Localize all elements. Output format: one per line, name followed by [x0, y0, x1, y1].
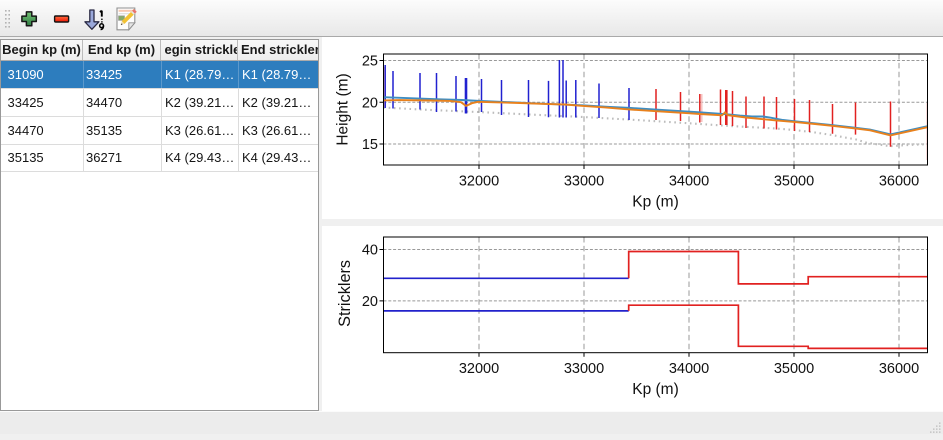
svg-text:32000: 32000	[459, 174, 499, 190]
svg-text:36000: 36000	[879, 174, 919, 190]
svg-text:35000: 35000	[774, 361, 814, 377]
svg-text:33000: 33000	[564, 174, 604, 190]
svg-text:25: 25	[362, 54, 378, 70]
svg-text:34000: 34000	[669, 361, 709, 377]
svg-text:15: 15	[362, 137, 378, 153]
svg-text:Stricklers: Stricklers	[336, 260, 354, 327]
svg-text:Kp (m): Kp (m)	[632, 381, 679, 398]
svg-text:36000: 36000	[879, 361, 919, 377]
svg-text:40: 40	[362, 243, 378, 259]
svg-text:Height (m): Height (m)	[335, 73, 352, 145]
svg-text:20: 20	[362, 294, 378, 310]
svg-text:33000: 33000	[564, 361, 604, 377]
svg-text:35000: 35000	[774, 174, 814, 190]
svg-text:34000: 34000	[669, 174, 709, 190]
svg-text:Kp (m): Kp (m)	[632, 194, 679, 211]
svg-text:20: 20	[362, 95, 378, 111]
svg-text:32000: 32000	[459, 361, 499, 377]
